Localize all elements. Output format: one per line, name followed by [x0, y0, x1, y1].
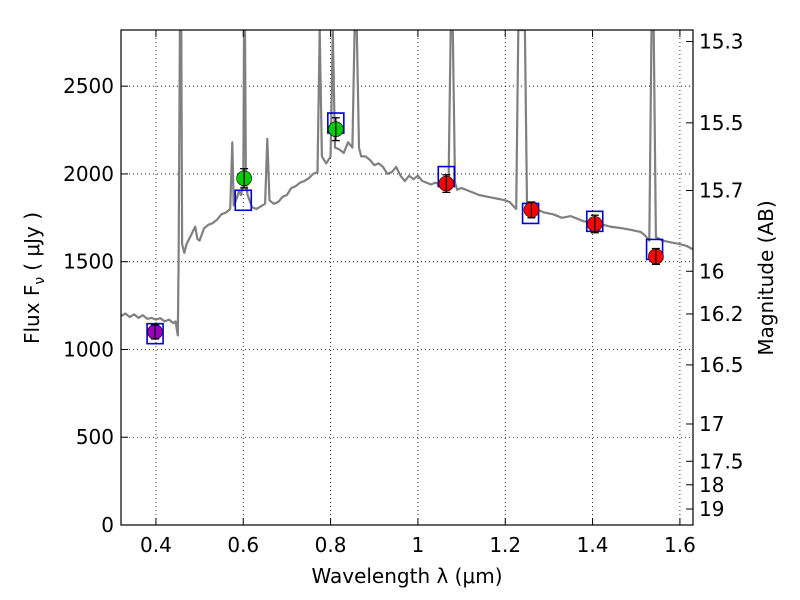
- y-axis-label-unit: ( μJy ): [20, 212, 44, 271]
- magnitude-tick-label: 16.5: [699, 353, 744, 377]
- y-axis-label: Flux Fν ( μJy ): [20, 212, 48, 344]
- spectrum-line: [121, 30, 693, 337]
- y-tick-label: 2000: [63, 162, 114, 186]
- x-tick-label: 0.4: [140, 533, 172, 557]
- magnitude-tick-label: 17.5: [699, 449, 744, 473]
- grid-lines: [121, 30, 693, 525]
- x-tick-label: 0.6: [227, 533, 259, 557]
- x-axis-label: Wavelength λ (μm): [311, 564, 502, 588]
- y-tick-label: 1000: [63, 337, 114, 361]
- y-tick-label: 2500: [63, 74, 114, 98]
- y-tick-label: 0: [101, 513, 114, 537]
- y-axis: 0 500 1000 1500 2000 2500: [63, 74, 128, 537]
- magnitude-tick-label: 15.3: [699, 30, 744, 54]
- model-flux-box: [234, 189, 253, 212]
- x-tick-label: 0.8: [315, 533, 347, 557]
- x-tick-label: 1.2: [489, 533, 521, 557]
- plot-background: [121, 30, 693, 525]
- x-tick-label: 1: [412, 533, 425, 557]
- y-axis-label-main: Flux F: [20, 285, 44, 344]
- magnitude-tick-label: 19: [699, 497, 724, 521]
- x-axis: 0.4 0.6 0.8 1 1.2 1.4 1.6: [140, 30, 696, 557]
- spectrum-series: [121, 30, 693, 337]
- x-tick-label: 1.6: [664, 533, 696, 557]
- magnitude-tick-label: 15.5: [699, 111, 744, 135]
- y-tick-label: 500: [76, 425, 114, 449]
- magnitude-tick-label: 18: [699, 473, 724, 497]
- magnitude-tick-label: 17: [699, 412, 724, 436]
- model-flux-box: [146, 322, 164, 345]
- photometry-points: [146, 112, 664, 345]
- y-tick-label: 1500: [63, 250, 114, 274]
- magnitude-axis-label: Magnitude (AB): [754, 200, 778, 355]
- magnitude-tick-label: 15.7: [699, 179, 744, 203]
- plot-frame: [120, 29, 694, 526]
- magnitude-tick-label: 16: [699, 259, 724, 283]
- y-axis-label-sub: ν: [32, 277, 48, 285]
- magnitude-tick-label: 16.2: [699, 302, 744, 326]
- x-tick-label: 1.4: [577, 533, 609, 557]
